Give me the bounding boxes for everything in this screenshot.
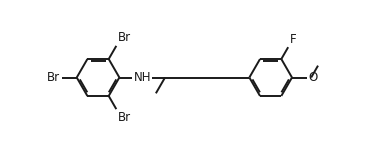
Text: O: O	[308, 71, 317, 84]
Text: F: F	[290, 33, 296, 46]
Text: NH: NH	[133, 71, 151, 84]
Text: Br: Br	[118, 31, 131, 44]
Text: Br: Br	[118, 111, 131, 124]
Text: Br: Br	[47, 71, 60, 84]
